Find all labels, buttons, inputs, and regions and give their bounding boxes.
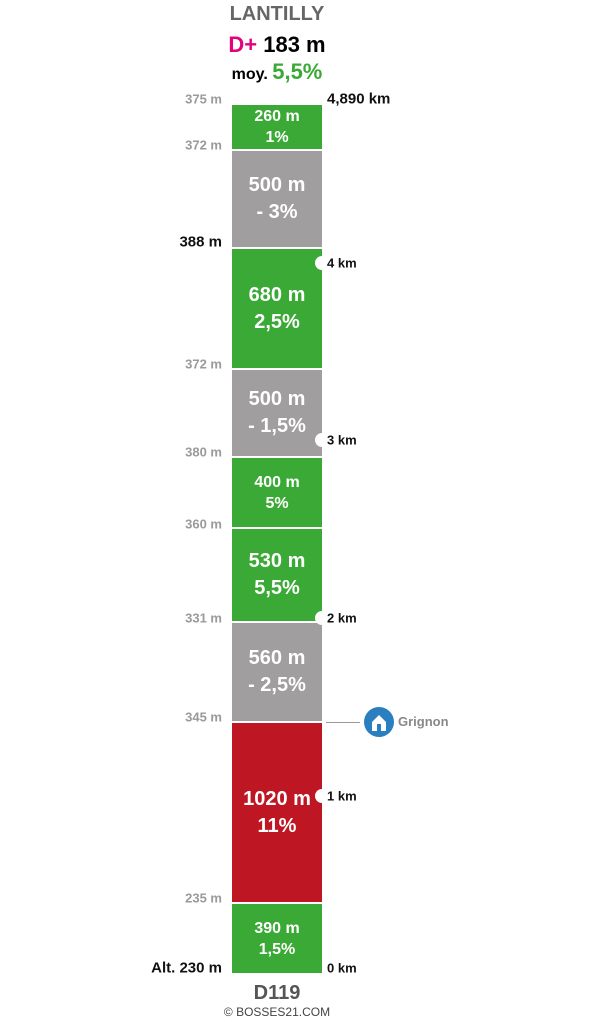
- segment: 500 m - 1,5%: [232, 370, 322, 456]
- title: LANTILLY: [229, 3, 325, 25]
- segment-length: 680 m: [248, 283, 306, 306]
- km-notch: [315, 433, 329, 447]
- segment-length: 530 m: [248, 550, 306, 572]
- segment-grade: - 3%: [256, 201, 298, 223]
- avg-row: moy. 5,5%: [0, 59, 554, 85]
- segment-length: 560 m: [248, 647, 306, 669]
- segment-grade: 1%: [265, 129, 289, 146]
- segment-grade: - 1,5%: [248, 415, 306, 437]
- altitude-label: 331 m: [185, 610, 222, 626]
- avg: 5,5%: [272, 59, 323, 84]
- altitude-label: 235 m: [185, 890, 222, 906]
- km-notch: [315, 789, 329, 803]
- avg-label: moy.: [231, 66, 268, 83]
- segment-grade: 5%: [265, 494, 289, 512]
- segment-length: 500 m: [248, 388, 306, 410]
- altitude-label: 372 m: [185, 356, 222, 372]
- segment-grade: 5,5%: [254, 577, 300, 599]
- segment: 500 m - 3%: [232, 151, 322, 247]
- km-notch: [315, 256, 329, 270]
- altitude-label: 345 m: [185, 709, 222, 725]
- altitude-label: 380 m: [185, 444, 222, 460]
- km-notch: [315, 611, 329, 625]
- altitude-label: 372 m: [185, 137, 222, 153]
- distance-label: 1 km: [327, 788, 357, 804]
- distance-label: 3 km: [327, 432, 357, 448]
- segment-grade: - 2,5%: [248, 674, 306, 696]
- segment: 260 m 1%: [232, 105, 322, 149]
- road: D119: [253, 982, 301, 1004]
- distance-label: 4,890 km: [327, 90, 391, 108]
- landmark-line: [326, 722, 360, 723]
- altitude-label: 360 m: [185, 516, 222, 532]
- landmark: Grignon: [398, 714, 449, 729]
- segment-grade: 2,5%: [254, 310, 300, 333]
- segment: 1020 m 11%: [232, 723, 322, 902]
- segment: 390 m 1,5%: [232, 904, 322, 973]
- gain: 183 m: [263, 32, 326, 57]
- segment-length: 390 m: [254, 919, 300, 937]
- distance-label: 2 km: [327, 610, 357, 626]
- credit: © BOSSES21.COM: [223, 1005, 331, 1019]
- segment-grade: 11%: [257, 814, 297, 837]
- gain-label: D+: [228, 32, 258, 57]
- gain-row: D+ 183 m: [0, 32, 554, 58]
- segment-length: 500 m: [248, 174, 306, 196]
- segment: 560 m - 2,5%: [232, 623, 322, 721]
- distance-label: 0 km: [327, 960, 357, 976]
- segment-length: 260 m: [254, 108, 300, 125]
- segment-length: 400 m: [254, 473, 300, 491]
- altitude-label: 375 m: [185, 91, 222, 107]
- altitude-label: Alt. 230 m: [151, 959, 222, 977]
- segment: 530 m 5,5%: [232, 529, 322, 621]
- segment: 680 m 2,5%: [232, 249, 322, 368]
- distance-label: 4 km: [327, 255, 357, 271]
- segment: 400 m 5%: [232, 458, 322, 527]
- landmark-icon: [364, 707, 394, 737]
- altitude-label: 388 m: [179, 233, 222, 251]
- segment-grade: 1,5%: [258, 940, 296, 958]
- segment-length: 1020 m: [243, 787, 311, 810]
